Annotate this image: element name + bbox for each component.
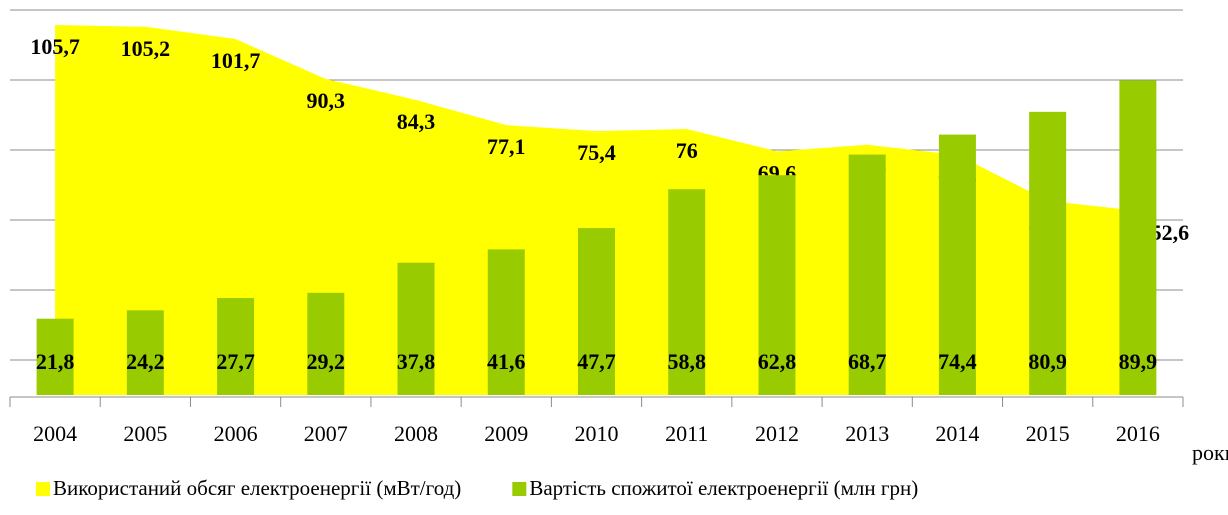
x-tick-label: 2012 <box>755 421 799 446</box>
value-label: 21,8 <box>36 349 75 374</box>
value-label: 89,9 <box>1119 349 1158 374</box>
bar <box>1029 111 1067 395</box>
bar <box>848 154 886 395</box>
x-axis-label: роки <box>1192 440 1228 465</box>
bar <box>487 249 525 395</box>
value-label: 62,8 <box>758 349 797 374</box>
legend-label: Використаний обсяг електроенергії (мВт/г… <box>53 476 461 500</box>
x-tick-label: 2007 <box>304 421 348 446</box>
value-label: 27,7 <box>216 349 255 374</box>
value-label: 105,7 <box>30 34 80 59</box>
bar <box>307 292 345 395</box>
x-tick-label: 2005 <box>123 421 167 446</box>
bar <box>938 134 976 395</box>
bar <box>1119 80 1157 395</box>
value-label: 76 <box>676 138 698 163</box>
bar <box>758 175 796 395</box>
x-tick-label: 2008 <box>394 421 438 446</box>
value-label: 90,3 <box>307 88 346 113</box>
value-label: 77,1 <box>487 134 526 159</box>
x-tick-label: 2011 <box>665 421 708 446</box>
x-tick-label: 2013 <box>845 421 889 446</box>
bar <box>217 298 255 395</box>
value-label: 74,4 <box>938 349 977 374</box>
bar <box>36 318 74 395</box>
bar <box>668 189 706 395</box>
value-label: 41,6 <box>487 349 526 374</box>
value-label: 37,8 <box>397 349 436 374</box>
value-label: 58,8 <box>667 349 706 374</box>
bar <box>397 262 435 395</box>
value-label: 29,2 <box>307 349 346 374</box>
x-tick-label: 2016 <box>1116 421 1160 446</box>
value-label: 84,3 <box>397 109 436 134</box>
x-tick-label: 2006 <box>214 421 258 446</box>
value-label: 105,2 <box>121 36 171 61</box>
value-label: 52,6 <box>1151 220 1190 245</box>
value-label: 101,7 <box>211 48 261 73</box>
legend-swatch <box>512 482 527 496</box>
x-tick-label: 2010 <box>575 421 619 446</box>
value-label: 68,7 <box>848 349 887 374</box>
x-tick-label: 2014 <box>935 421 979 446</box>
value-label: 24,2 <box>126 349 165 374</box>
value-label: 80,9 <box>1028 349 1067 374</box>
bar <box>126 310 164 395</box>
bar <box>578 228 615 395</box>
x-tick-label: 2004 <box>33 421 77 446</box>
x-tick-label: 2015 <box>1026 421 1070 446</box>
value-label: 47,7 <box>577 349 616 374</box>
x-tick-label: 2009 <box>484 421 528 446</box>
legend-label: Вартість спожитої електроенергії (млн гр… <box>529 476 918 500</box>
legend-swatch <box>36 482 50 496</box>
value-label: 75,4 <box>577 140 616 165</box>
